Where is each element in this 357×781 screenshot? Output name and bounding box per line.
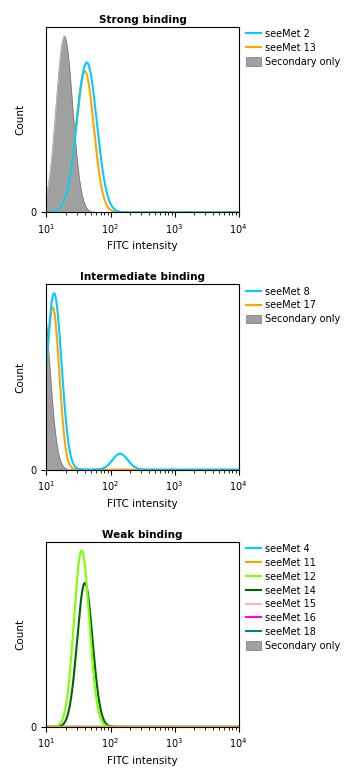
Legend: seeMet 8, seeMet 17, Secondary only: seeMet 8, seeMet 17, Secondary only	[246, 286, 341, 326]
Y-axis label: Count: Count	[15, 104, 25, 135]
Legend: seeMet 2, seeMet 13, Secondary only: seeMet 2, seeMet 13, Secondary only	[246, 28, 341, 68]
Y-axis label: Count: Count	[15, 362, 25, 393]
Y-axis label: Count: Count	[15, 619, 25, 650]
Legend: seeMet 4, seeMet 11, seeMet 12, seeMet 14, seeMet 15, seeMet 16, seeMet 18, Seco: seeMet 4, seeMet 11, seeMet 12, seeMet 1…	[246, 543, 341, 652]
Title: Strong binding: Strong binding	[99, 15, 186, 25]
Title: Intermediate binding: Intermediate binding	[80, 273, 205, 282]
X-axis label: FITC intensity: FITC intensity	[107, 241, 178, 251]
X-axis label: FITC intensity: FITC intensity	[107, 756, 178, 766]
Title: Weak binding: Weak binding	[102, 530, 183, 540]
X-axis label: FITC intensity: FITC intensity	[107, 499, 178, 508]
